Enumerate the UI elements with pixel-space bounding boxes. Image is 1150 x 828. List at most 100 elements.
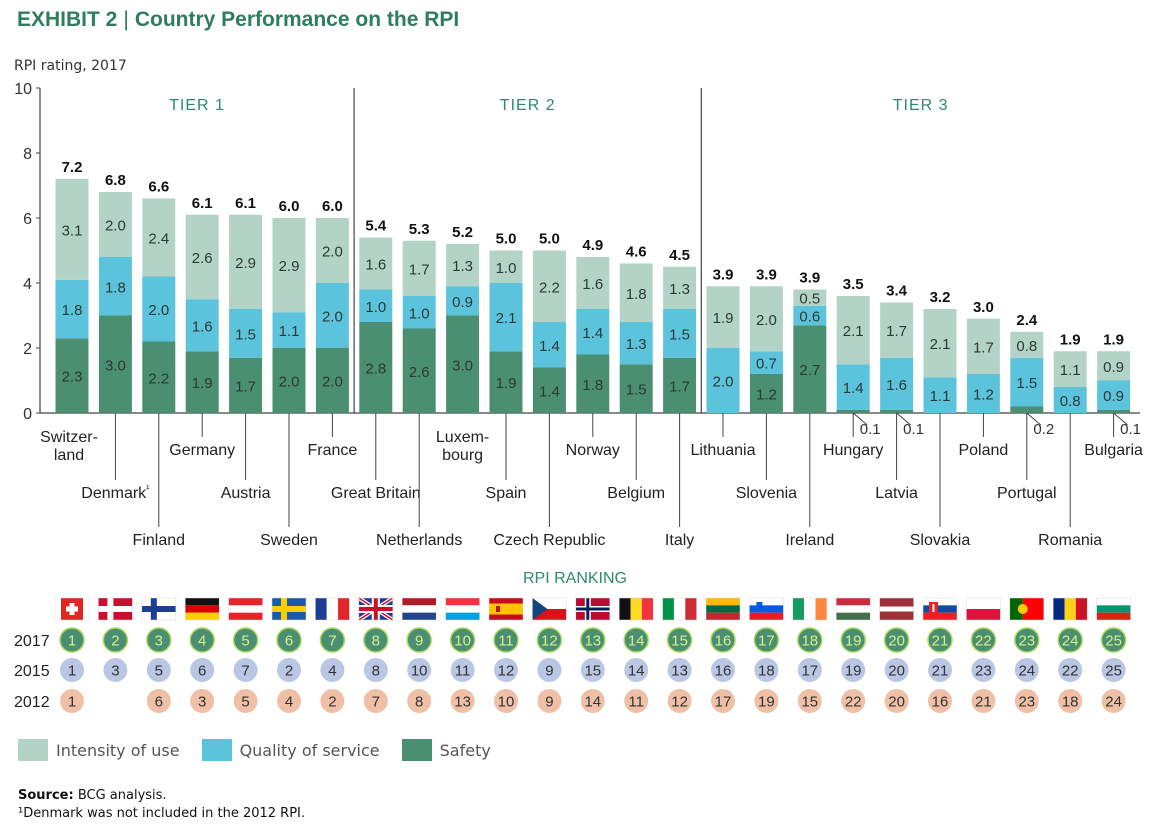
bar-segment-safety [446,315,480,413]
data-label: 2.4 [148,231,169,248]
category-label: Ireland [785,532,834,549]
legend-item-intensity: Intensity of use [18,739,180,761]
category-label: Denmark¹ [81,484,150,502]
ranking-badge [580,689,605,713]
bar-segment-quality-of-service [576,309,610,355]
bar-segment-quality-of-service [315,283,349,348]
ranking-value: 23 [1018,694,1035,711]
ranking-badge [276,627,302,653]
data-label: 1.4 [843,380,864,397]
ranking-value: 23 [1018,633,1035,650]
ranking-badge [60,689,84,713]
ranking-badge [754,658,779,682]
legend-item-quality: Quality of service [201,739,380,761]
footnote-marker: ¹ [146,484,150,495]
bar-segment-safety [749,374,783,413]
flag-latvia-icon [879,597,914,621]
ranking-value: 14 [628,633,645,650]
ranking-badge [277,658,301,682]
category-label: Lithuania [691,442,756,459]
ranking-value: 20 [888,633,905,650]
ranking-value: 6 [285,633,293,650]
total-label: 6.8 [105,172,126,189]
ranking-value: 3 [155,633,163,650]
ranking-badge [363,627,389,653]
ranking-value: 22 [975,633,992,650]
data-label: 1.5 [1016,375,1037,392]
y-tick-label: 2 [23,341,32,358]
ranking-badge [59,627,85,653]
ranking-value: 13 [671,663,688,680]
flag-luxembourg-icon [445,597,480,621]
total-label: 7.2 [62,159,83,176]
ranking-value: 24 [1018,663,1035,680]
ranking-value: 5 [241,633,249,650]
flag-finland-icon [141,597,177,621]
ranking-year-label: 2015 [14,663,50,680]
bar-segment-safety [272,348,306,413]
data-label: 2.9 [279,258,300,275]
category-label: Germany [169,442,235,459]
ranking-value: 9 [545,694,553,711]
ranking-badge [494,689,518,713]
ranking-badge [406,627,432,653]
bar-segment-safety [142,341,176,413]
data-label: 1.6 [582,276,603,293]
y-tick-label: 8 [23,146,32,163]
ranking-value: 11 [455,663,471,680]
data-label: 1.0 [496,260,517,277]
y-tick-label: 6 [23,211,32,228]
ranking-value: 14 [628,663,645,680]
data-label: 2.3 [62,369,83,386]
total-label: 4.5 [669,247,690,264]
footer: Source: BCG analysis. ¹Denmark was not i… [18,787,305,823]
bar-segment-intensity-of-use [55,179,89,280]
category-label: Luxem- [436,429,489,446]
bar-segment-safety [229,357,263,413]
ranking-badge [60,658,84,682]
flag-czech-republic-icon [532,597,567,621]
bar-segment-quality-of-service [446,286,480,316]
category-label: Latvia [875,485,918,502]
total-label: 4.9 [582,237,603,254]
ranking-badge [407,658,432,682]
legend-swatch-intensity [18,739,48,761]
ranking-badge [1057,627,1083,653]
legend: Intensity of use Quality of service Safe… [18,739,513,761]
leader-line [896,412,911,426]
bar-segment-intensity-of-use [706,286,740,348]
bar-segment-intensity-of-use [663,266,697,309]
ranking-badge [624,658,649,682]
ranking-badge [190,658,215,682]
data-label: 1.8 [105,279,126,296]
ranking-badge [841,689,866,713]
bar-segment-intensity-of-use [1097,351,1131,381]
flag-lithuania-icon [705,597,741,621]
category-label: Belgium [607,485,665,502]
data-label: 1.9 [192,375,213,392]
ranking-badge [1058,689,1083,713]
ranking-badge [667,689,692,713]
ranking-badge [1101,658,1126,682]
tier-label: TIER 3 [893,97,949,114]
y-tick-label: 10 [14,81,32,98]
ranking-badge [233,689,258,713]
ranking-badge [363,658,388,682]
bar-segment-quality-of-service [229,309,263,358]
data-label: 2.0 [279,374,300,391]
data-label: 1.7 [669,378,690,395]
source-label: Source: [18,788,74,803]
ranking-badge [1014,627,1040,653]
bar-segment-intensity-of-use [749,286,783,352]
ranking-value: 3 [111,663,119,680]
data-label: 1.9 [496,375,517,392]
data-label: 0.8 [1060,393,1081,410]
total-label: 3.5 [843,276,864,293]
ranking-badge [797,658,822,682]
ranking-badge [927,627,953,653]
ranking-badge [450,658,475,682]
ranking-value: 19 [758,694,775,711]
bar-segment-quality-of-service [1053,387,1087,413]
bar-segment-intensity-of-use [98,192,132,257]
ranking-value: 8 [415,694,423,711]
